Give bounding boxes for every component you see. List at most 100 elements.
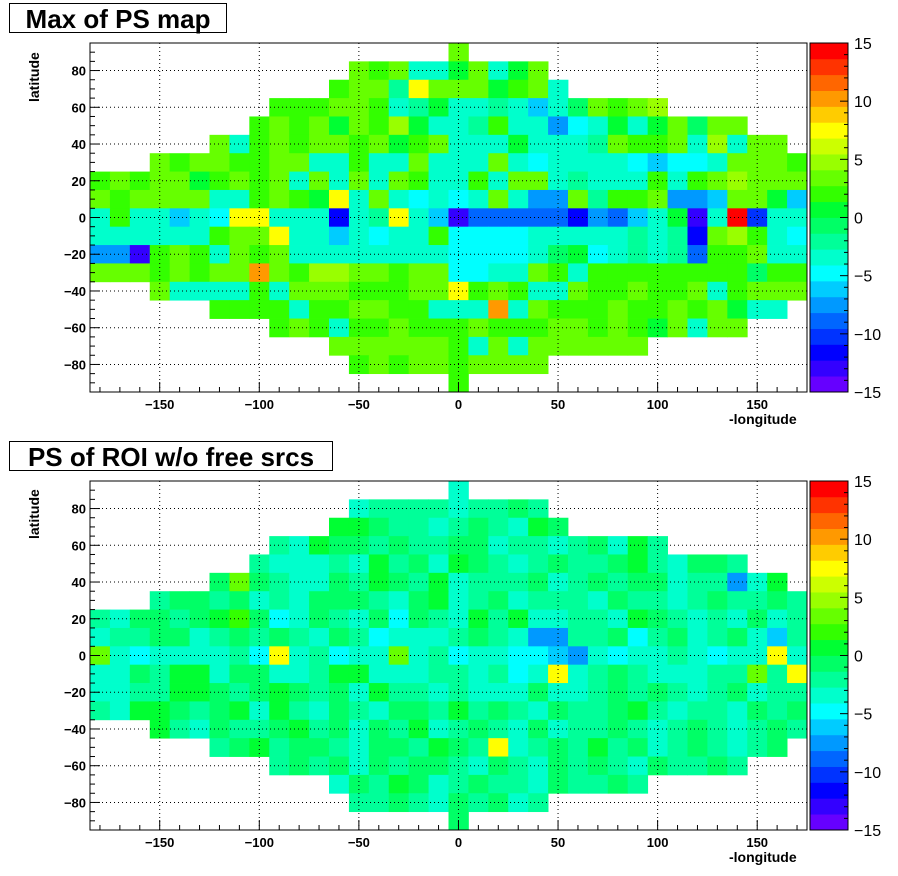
heatmap-cell <box>329 226 350 246</box>
heatmap-cell <box>568 336 589 356</box>
heatmap-cell <box>707 171 728 191</box>
heatmap-cell <box>329 738 350 757</box>
heatmap-cell <box>747 300 768 319</box>
heatmap-cell <box>269 609 290 629</box>
heatmap-cell <box>707 189 728 209</box>
heatmap-cell <box>587 701 609 721</box>
heatmap-cell <box>707 281 728 301</box>
heatmap-cell <box>309 245 330 264</box>
heatmap-cell <box>687 572 708 592</box>
heatmap-cell <box>109 664 131 684</box>
colorbar-tick-label: 0 <box>854 211 863 228</box>
heatmap-cell <box>348 263 370 283</box>
heatmap-cell <box>348 572 370 592</box>
colorbar-swatch <box>810 750 848 767</box>
heatmap-cell <box>269 300 290 319</box>
heatmap-cell <box>408 701 429 721</box>
x-tick-label: 0 <box>455 835 462 850</box>
heatmap-cell <box>568 300 589 319</box>
heatmap-cell <box>129 245 151 264</box>
heatmap-cell <box>368 664 390 684</box>
heatmap-cell <box>727 738 748 757</box>
heatmap-cell <box>707 627 728 647</box>
y-tick-label: −40 <box>64 284 86 299</box>
heatmap-cell <box>309 756 330 776</box>
heatmap-cell <box>229 701 250 721</box>
x-axis-label: -longitude <box>729 849 797 865</box>
heatmap-cell <box>468 189 489 209</box>
heatmap-cell <box>647 701 668 721</box>
heatmap-cell <box>428 300 449 319</box>
heatmap-cell <box>348 153 370 172</box>
heatmap-cell <box>348 683 370 702</box>
heatmap-cell <box>309 98 330 117</box>
heatmap-cell <box>149 226 171 246</box>
colorbar-swatch <box>810 734 848 752</box>
heatmap-cell <box>289 153 310 172</box>
y-tick-label: −20 <box>64 685 86 700</box>
heatmap-cell <box>249 134 270 154</box>
heatmap-cell <box>109 189 131 209</box>
heatmap-cell <box>209 591 230 610</box>
heatmap-cell <box>528 263 549 283</box>
heatmap-cell <box>787 208 808 228</box>
heatmap-cell <box>488 554 509 574</box>
heatmap-cell <box>289 738 310 757</box>
heatmap-cell <box>508 701 529 721</box>
heatmap-cell <box>269 664 290 684</box>
heatmap-cell <box>348 245 370 264</box>
heatmap-cell <box>309 719 330 739</box>
colorbar-swatch <box>810 344 848 361</box>
heatmap-cell <box>249 226 270 246</box>
heatmap-cell <box>289 609 310 629</box>
heatmap-cell <box>767 572 788 592</box>
heatmap-cell <box>528 738 549 757</box>
heatmap-cell <box>468 300 489 319</box>
heatmap-cell <box>149 664 171 684</box>
heatmap-cell <box>448 300 469 319</box>
heatmap-cell <box>189 153 210 172</box>
heatmap-cell <box>607 774 629 794</box>
heatmap-cell <box>309 300 330 319</box>
heatmap-cell <box>607 609 629 629</box>
heatmap-cell <box>727 208 748 228</box>
heatmap-cell <box>408 116 429 136</box>
heatmap-cell <box>747 245 768 264</box>
heatmap-cell <box>129 189 151 209</box>
heatmap-cell <box>289 719 310 739</box>
heatmap-cell <box>189 719 210 739</box>
heatmap-cell <box>229 738 250 757</box>
heatmap-cell <box>408 153 429 172</box>
heatmap-cell <box>428 627 449 647</box>
heatmap-cell <box>727 263 748 283</box>
heatmap-cell <box>388 300 410 319</box>
heatmap-cell <box>209 226 230 246</box>
heatmap-cell <box>607 627 629 647</box>
heatmap-cell <box>508 664 529 684</box>
heatmap-cell <box>647 226 668 246</box>
heatmap-cell <box>428 554 449 574</box>
heatmap-cell <box>627 646 649 666</box>
heatmap-cell <box>368 226 390 246</box>
heatmap-cell <box>189 646 210 666</box>
heatmap-cell <box>149 701 171 721</box>
heatmap-cell <box>269 701 290 721</box>
heatmap-cell <box>707 738 728 757</box>
heatmap-cell <box>289 189 310 209</box>
heatmap-cell <box>687 281 708 301</box>
heatmap-cell <box>667 153 688 172</box>
heatmap-cell <box>687 153 708 172</box>
heatmap-cell <box>747 738 768 757</box>
heatmap-cell <box>269 134 290 154</box>
colorbar-tick-label: 15 <box>854 36 872 53</box>
panel-max-ps-map: Max of PS map latitude -longitude −150 −1… <box>9 3 881 427</box>
heatmap-cell <box>627 572 649 592</box>
heatmap-cell <box>548 517 569 537</box>
heatmap-cell <box>408 627 429 647</box>
heatmap-cell <box>109 627 131 647</box>
heatmap-cell <box>548 226 569 246</box>
chart-title: PS of ROI w/o free srcs <box>9 441 333 472</box>
heatmap-cell <box>587 738 609 757</box>
heatmap-cell <box>667 738 688 757</box>
heatmap-cell <box>468 79 489 99</box>
